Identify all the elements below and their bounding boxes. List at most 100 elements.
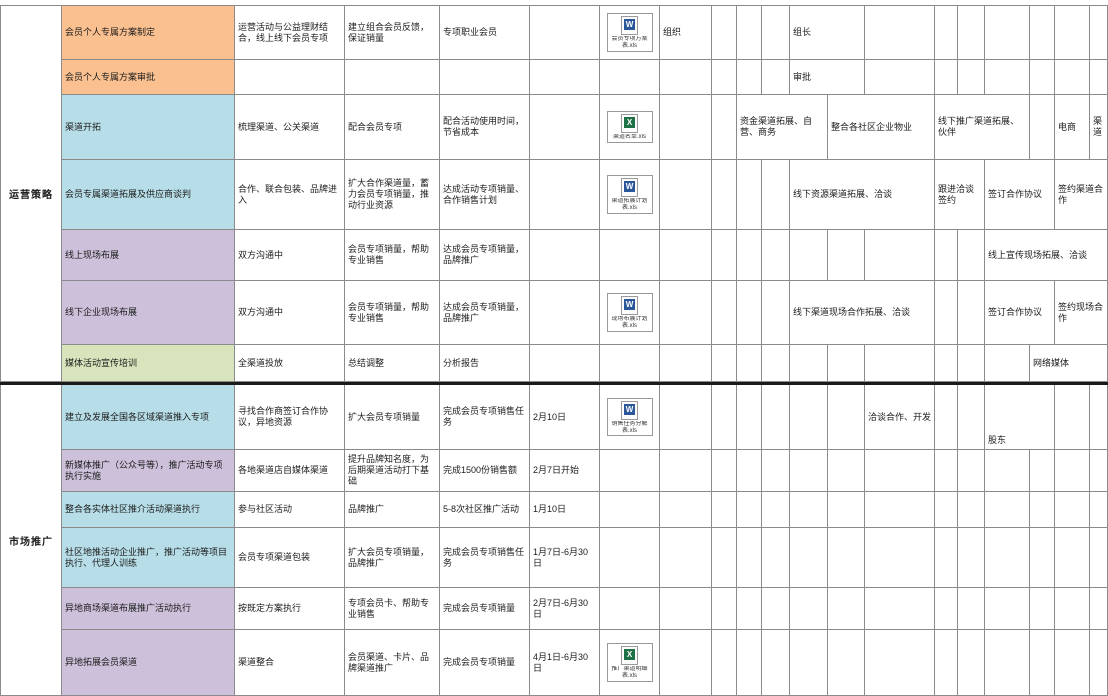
embedded-object-icon[interactable]: X 渠道名单.xls <box>606 111 653 143</box>
embedded-object-icon[interactable]: W 现场布展计划表.xls <box>606 293 653 332</box>
empty-cell[interactable] <box>935 450 958 492</box>
empty-cell[interactable] <box>712 630 737 696</box>
empty-cell[interactable] <box>737 160 762 230</box>
empty-cell[interactable] <box>712 160 737 230</box>
data-cell[interactable]: 各地渠道店自媒体渠道 <box>235 450 345 492</box>
data-cell[interactable]: 审批 <box>790 60 865 95</box>
data-cell[interactable]: 2月7日-6月30日 <box>530 588 600 630</box>
data-cell[interactable]: 完成会员专项销售任务 <box>440 385 530 450</box>
data-cell[interactable]: 分析报告 <box>440 345 530 382</box>
data-cell[interactable]: 2月7日开始 <box>530 450 600 492</box>
empty-cell[interactable] <box>1090 60 1108 95</box>
data-cell[interactable]: 合作、联合包装、品牌进入 <box>235 160 345 230</box>
empty-cell[interactable] <box>660 160 712 230</box>
data-cell[interactable]: 4月1日-6月30日 <box>530 630 600 696</box>
empty-cell[interactable] <box>1090 630 1108 696</box>
data-cell[interactable]: 整合各社区企业物业 <box>828 95 935 160</box>
empty-cell[interactable] <box>790 630 828 696</box>
data-cell[interactable]: 专项职业会员 <box>440 6 530 60</box>
empty-cell[interactable] <box>1055 60 1090 95</box>
empty-cell[interactable] <box>737 345 762 382</box>
empty-cell[interactable] <box>530 6 600 60</box>
empty-cell[interactable] <box>865 6 935 60</box>
empty-cell[interactable] <box>790 528 828 588</box>
data-cell[interactable]: 电商 <box>1055 95 1090 160</box>
empty-cell[interactable] <box>530 230 600 281</box>
category-cell[interactable]: 异地拓展会员渠道 <box>62 630 235 696</box>
empty-cell[interactable] <box>958 6 985 60</box>
empty-cell[interactable] <box>865 345 935 382</box>
data-cell[interactable]: 梳理渠道、公关渠道 <box>235 95 345 160</box>
empty-cell[interactable] <box>660 588 712 630</box>
empty-cell[interactable] <box>712 60 737 95</box>
data-cell[interactable]: 线下渠道现场合作拓展、洽谈 <box>790 281 935 345</box>
empty-cell[interactable] <box>790 345 828 382</box>
empty-cell[interactable] <box>985 588 1030 630</box>
row-group-label-marketing[interactable]: 市场推广 <box>0 385 62 696</box>
data-cell[interactable]: 专项会员卡、帮助专业销售 <box>345 588 440 630</box>
data-cell[interactable]: 配合活动使用时间，节省成本 <box>440 95 530 160</box>
empty-cell[interactable] <box>1055 528 1090 588</box>
empty-cell[interactable] <box>600 492 660 528</box>
empty-cell[interactable] <box>935 230 958 281</box>
data-cell[interactable]: 渠道 <box>1090 95 1108 160</box>
empty-cell[interactable] <box>935 588 958 630</box>
empty-cell[interactable] <box>1090 450 1108 492</box>
empty-cell[interactable] <box>762 6 790 60</box>
empty-cell[interactable] <box>985 60 1030 95</box>
data-cell[interactable]: 线下资源渠道拓展、洽谈 <box>790 160 935 230</box>
empty-cell[interactable] <box>1090 385 1108 450</box>
data-cell[interactable]: 总结调整 <box>345 345 440 382</box>
category-cell[interactable]: 新媒体推广（公众号等），推广活动专项执行实施 <box>62 450 235 492</box>
empty-cell[interactable] <box>985 345 1030 382</box>
empty-cell[interactable] <box>712 230 737 281</box>
empty-cell[interactable] <box>1030 60 1055 95</box>
data-cell[interactable]: 1月7日-6月30日 <box>530 528 600 588</box>
data-cell[interactable]: 提升品牌知名度，为后期渠道活动打下基础 <box>345 450 440 492</box>
empty-cell[interactable] <box>660 281 712 345</box>
empty-cell[interactable] <box>935 528 958 588</box>
empty-cell[interactable] <box>712 95 737 160</box>
empty-cell[interactable] <box>828 528 865 588</box>
empty-cell[interactable] <box>600 450 660 492</box>
empty-cell[interactable] <box>660 60 712 95</box>
empty-cell[interactable] <box>712 6 737 60</box>
empty-cell[interactable] <box>958 450 985 492</box>
data-cell[interactable]: 运营活动与公益理财结合，线上线下会员专项 <box>235 6 345 60</box>
data-cell[interactable]: 达成会员专项销量，品牌推广 <box>440 230 530 281</box>
empty-cell[interactable] <box>1030 6 1055 60</box>
empty-cell[interactable] <box>985 492 1030 528</box>
empty-cell[interactable] <box>958 630 985 696</box>
category-cell[interactable]: 媒体活动宣传培训 <box>62 345 235 382</box>
empty-cell[interactable] <box>1030 95 1055 160</box>
empty-cell[interactable] <box>345 60 440 95</box>
empty-cell[interactable] <box>737 492 762 528</box>
empty-cell[interactable] <box>235 60 345 95</box>
data-cell[interactable]: 签订合作协议 <box>985 281 1055 345</box>
data-cell[interactable]: 资金渠道拓展、自营、商务 <box>737 95 828 160</box>
data-cell[interactable]: 扩大会员专项销量 <box>345 385 440 450</box>
empty-cell[interactable] <box>790 492 828 528</box>
attachment-cell[interactable]: W 销售任务分解表.xls <box>600 385 660 450</box>
empty-cell[interactable] <box>935 492 958 528</box>
embedded-object-icon[interactable]: X 推广渠道明细表.xls <box>606 643 653 682</box>
category-cell[interactable]: 会员个人专属方案制定 <box>62 6 235 60</box>
category-cell[interactable]: 渠道开拓 <box>62 95 235 160</box>
attachment-cell[interactable]: W 会员专项方案表.xls <box>600 6 660 60</box>
empty-cell[interactable] <box>828 588 865 630</box>
empty-cell[interactable] <box>935 60 958 95</box>
empty-cell[interactable] <box>958 345 985 382</box>
data-cell[interactable]: 双方沟通中 <box>235 230 345 281</box>
data-cell[interactable]: 扩大合作渠道量，蓄力会员专项销量，推动行业资源 <box>345 160 440 230</box>
data-cell[interactable]: 1月10日 <box>530 492 600 528</box>
empty-cell[interactable] <box>737 281 762 345</box>
empty-cell[interactable] <box>985 6 1030 60</box>
empty-cell[interactable] <box>958 385 985 450</box>
empty-cell[interactable] <box>530 160 600 230</box>
empty-cell[interactable] <box>1055 588 1090 630</box>
empty-cell[interactable] <box>762 345 790 382</box>
empty-cell[interactable] <box>1090 492 1108 528</box>
empty-cell[interactable] <box>530 60 600 95</box>
empty-cell[interactable] <box>1030 630 1055 696</box>
data-cell[interactable]: 跟进洽谈签约 <box>935 160 985 230</box>
